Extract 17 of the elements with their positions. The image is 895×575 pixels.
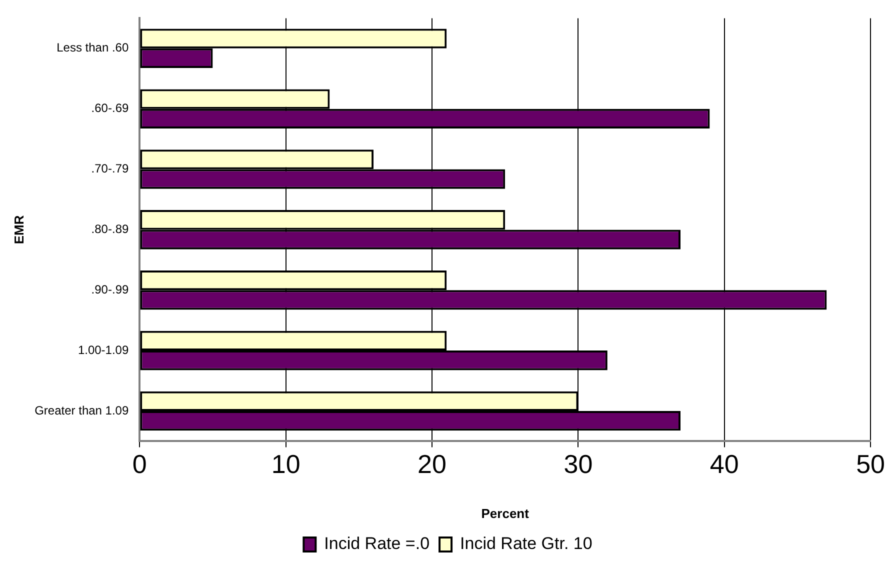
legend-label: Incid Rate Gtr. 10 (460, 534, 592, 554)
x-axis-title: Percent (481, 506, 530, 521)
x-tick-label: 30 (564, 448, 593, 479)
y-tick-label: .90-.99 (91, 282, 129, 296)
y-tick-label: Greater than 1.09 (34, 403, 129, 418)
y-tick-label: .60-.69 (91, 101, 129, 116)
y-tick-label: 1.00-1.09 (78, 342, 129, 357)
y-axis-title: EMR (11, 214, 26, 244)
y-tick-label: Less than .60 (56, 40, 129, 55)
x-tick-label: 50 (856, 448, 885, 479)
x-tick-label: 10 (271, 448, 300, 479)
x-tick-label: 40 (710, 448, 739, 479)
y-tick-label: .70-.79 (91, 162, 129, 176)
x-tick-label: 0 (132, 448, 147, 479)
y-tick-label: .80-.89 (91, 222, 129, 236)
legend-label: Incid Rate =.0 (324, 534, 430, 554)
x-tick-label: 20 (418, 448, 446, 479)
